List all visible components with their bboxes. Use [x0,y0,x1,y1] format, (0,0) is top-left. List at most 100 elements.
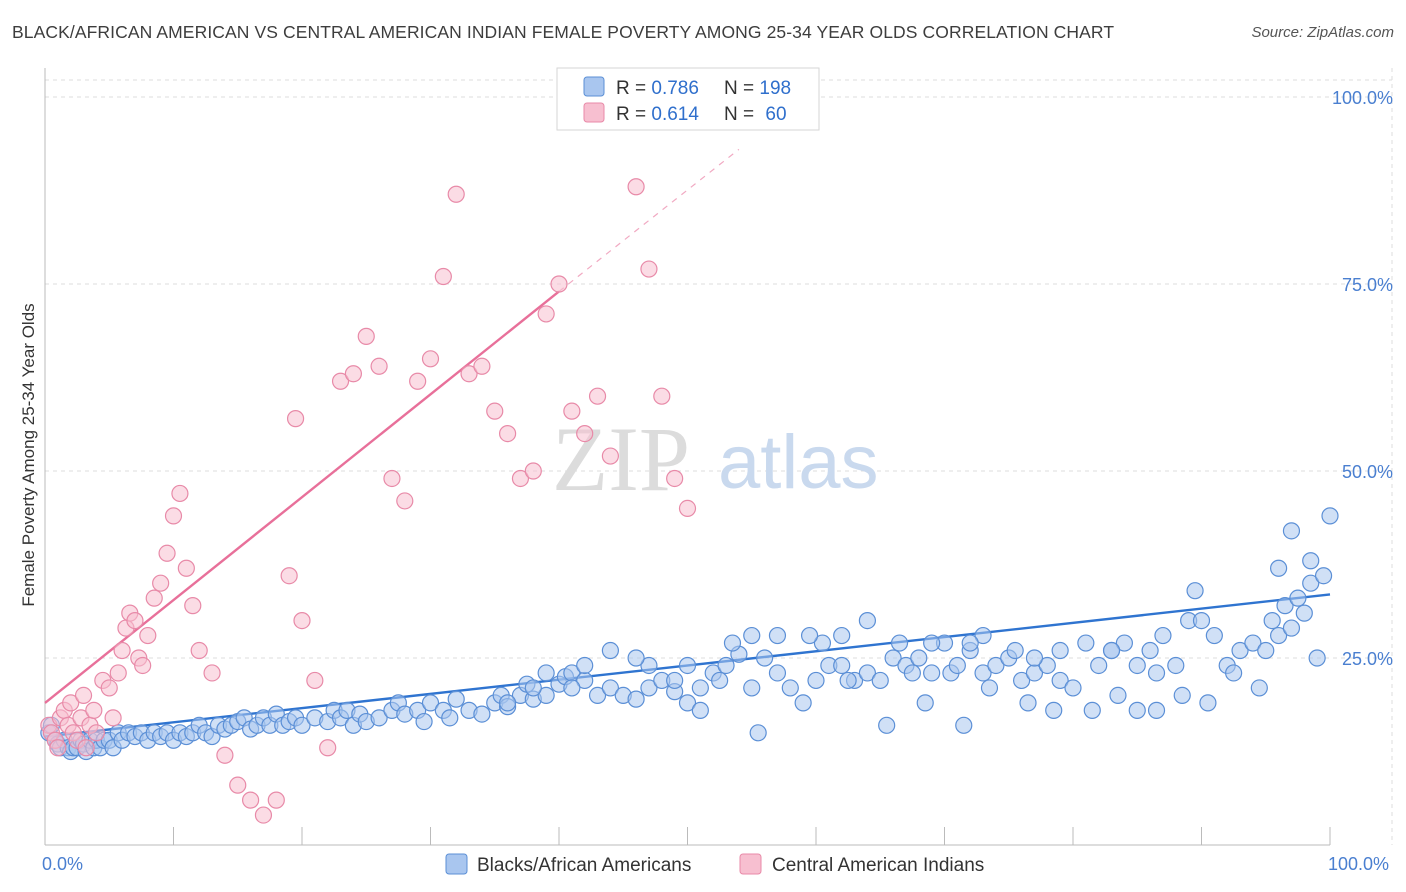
point-central-american-indians [242,791,260,809]
point-central-american-indians [152,574,170,592]
point-central-american-indians [383,469,401,488]
point-blacks [1282,522,1301,540]
point-central-american-indians [109,664,127,682]
point-blacks [768,626,787,645]
point-central-american-indians [126,611,144,630]
point-central-american-indians [447,185,465,203]
point-blacks [441,709,459,727]
point-blacks [1205,626,1223,645]
point-central-american-indians [473,357,491,375]
chart-title: BLACK/AFRICAN AMERICAN VS CENTRAL AMERIC… [12,22,1115,42]
point-central-american-indians [357,327,375,345]
y-tick-label: 100.0% [1332,88,1393,108]
legend-bottom: Blacks/African Americans Central America… [445,853,984,876]
point-central-american-indians [280,567,298,585]
legend-top: R = 0.786 N = 198 R = 0.614 N = 60 [556,67,820,131]
point-blacks [1186,582,1204,600]
point-blacks [524,679,542,697]
y-tick-labels: 25.0% 50.0% 75.0% 100.0% [1332,88,1393,669]
point-central-american-indians [74,686,93,705]
point-central-american-indians [306,671,324,690]
grid-lines [45,68,1393,845]
point-blacks [1263,611,1281,630]
point-blacks [1250,679,1268,697]
point-blacks [1051,641,1069,660]
point-blacks [1225,664,1243,682]
point-blacks [691,701,709,719]
data-points [40,88,1339,824]
point-central-american-indians [434,267,452,286]
point-blacks [813,634,832,652]
point-blacks [293,716,311,734]
point-central-american-indians [77,739,95,757]
point-blacks [640,656,658,675]
point-blacks [833,626,851,645]
point-blacks [447,690,465,708]
legend-swatch-pink [583,102,605,123]
point-blacks [839,671,857,690]
point-central-american-indians [177,559,195,577]
watermark-zip: ZIP [552,408,690,510]
point-blacks [794,694,812,712]
legend-n-label: N = [724,104,759,125]
point-central-american-indians [85,701,103,719]
point-blacks [627,649,645,667]
svg-text:N = 198: N = 198 [724,78,791,99]
point-blacks [1045,701,1063,719]
point-blacks [421,694,440,712]
point-central-american-indians [293,611,311,630]
point-blacks [1314,567,1333,585]
x-tick-label-min: 0.0% [42,854,83,874]
point-blacks [916,694,934,712]
point-central-american-indians [409,372,427,390]
point-blacks [948,656,966,675]
point-central-american-indians [601,447,620,465]
y-axis-title: Female Poverty Among 25-34 Year Olds [19,303,38,606]
point-blacks [878,716,896,734]
point-blacks [717,656,735,675]
legend-r-label: R = [616,104,651,125]
point-blacks [711,671,729,690]
legend-r-value: 0.614 [651,104,699,125]
point-blacks [890,634,909,652]
legend-n-label: N = [724,78,759,99]
point-central-american-indians [666,469,684,488]
point-blacks [743,679,761,697]
point-blacks [807,671,825,690]
point-blacks [1173,686,1191,705]
point-central-american-indians [576,425,594,443]
point-blacks [1269,626,1288,645]
point-blacks [1154,626,1172,645]
point-blacks [1128,656,1146,675]
trend-line-extension [558,148,740,292]
source-label: Source: ZipAtlas.com [1251,24,1394,41]
point-central-american-indians [499,425,517,443]
point-central-american-indians [139,626,157,645]
point-blacks [1192,611,1211,630]
point-central-american-indians [145,589,163,607]
point-blacks [910,649,928,667]
y-tick-label: 50.0% [1342,462,1393,482]
point-blacks [1244,634,1262,652]
point-central-american-indians [104,709,122,727]
point-blacks [1012,671,1031,690]
point-blacks [858,664,877,682]
point-central-american-indians [184,597,202,615]
point-blacks [980,679,999,697]
point-blacks [1109,686,1127,705]
point-central-american-indians [537,305,555,323]
legend-n-value: 60 [765,104,786,125]
y-tick-label: 75.0% [1342,275,1393,295]
y-tick-label: 25.0% [1342,649,1393,669]
legend-bottom-swatch-blue [445,853,468,875]
point-blacks [723,634,742,652]
point-blacks [1102,641,1121,660]
legend-r-value: 0.786 [651,78,699,99]
point-blacks [961,634,979,652]
point-central-american-indians [627,178,645,196]
point-blacks [1295,604,1313,622]
point-central-american-indians [49,739,67,757]
point-central-american-indians [267,791,285,809]
point-blacks [640,679,658,697]
point-central-american-indians [653,387,671,405]
